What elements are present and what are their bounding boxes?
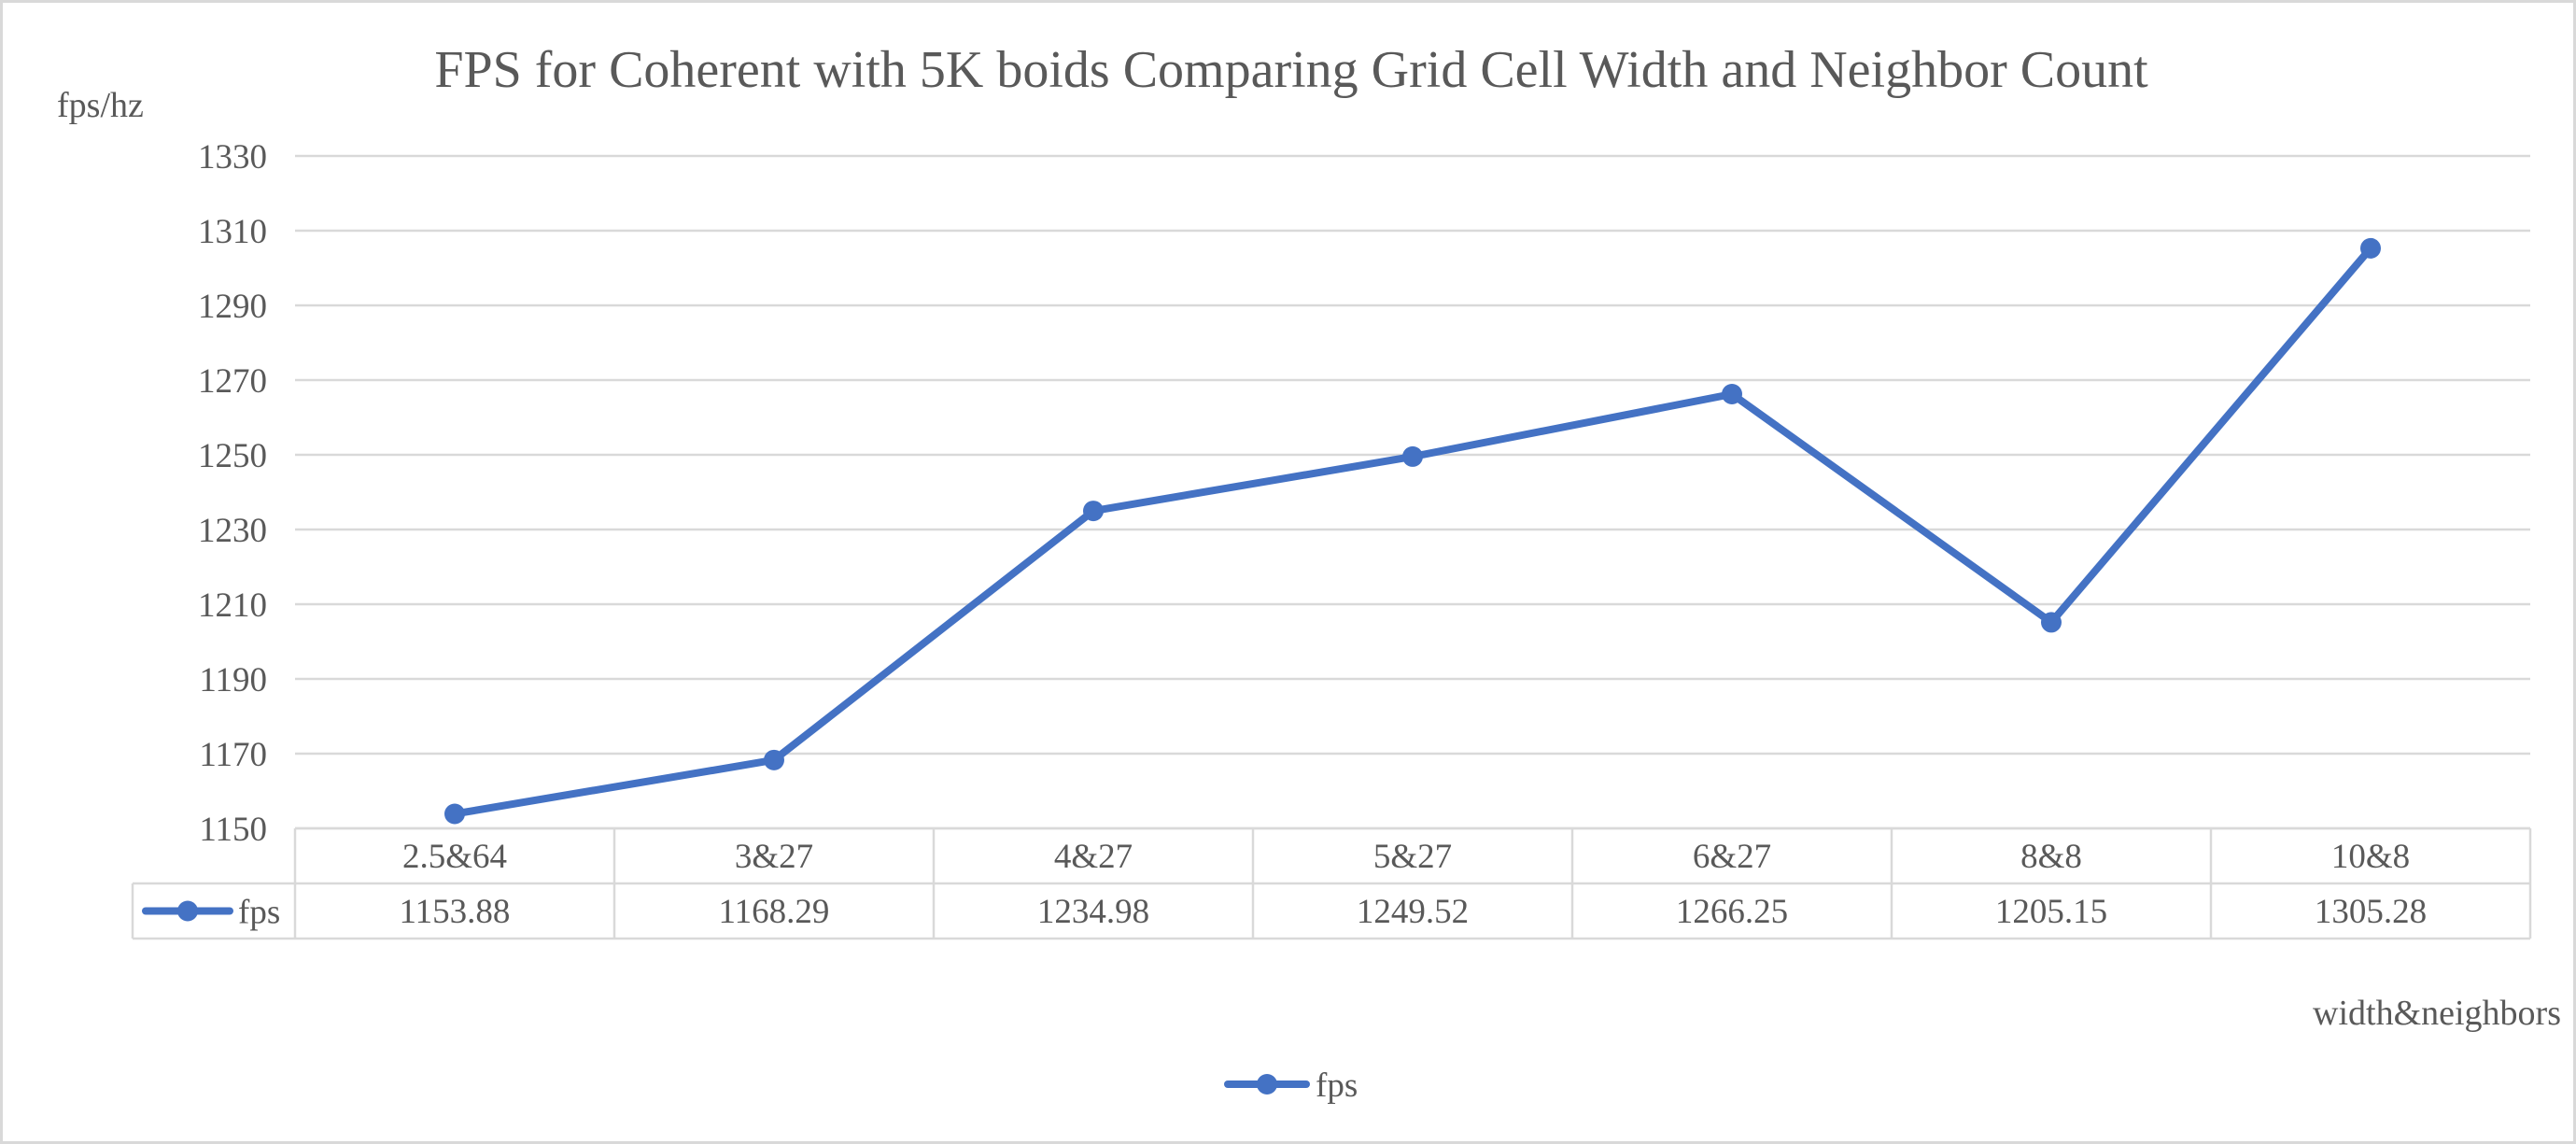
data-label: 1266.25 (1676, 893, 1788, 931)
legend-label-fps: fps (1316, 1066, 1358, 1105)
table-legend-key-marker (177, 900, 198, 922)
series-line-fps (451, 244, 2374, 818)
y-tick-label: 1210 (198, 586, 267, 625)
data-label: 1305.28 (2315, 893, 2427, 931)
y-tick-label: 1190 (199, 661, 267, 699)
chart-title: FPS for Coherent with 5K boids Comparing… (434, 41, 2148, 99)
data-point (1402, 445, 1423, 467)
y-tick-label: 1270 (198, 362, 267, 401)
y-axis-ticks: 1150 1170 1190 1210 1230 1250 1270 1290 1310 1330 (198, 138, 267, 849)
x-category-label: 2.5&64 (402, 838, 507, 876)
data-point (764, 749, 784, 770)
y-tick-label: 1290 (198, 288, 267, 326)
y-tick-label: 1230 (198, 512, 267, 550)
x-category-label: 10&8 (2331, 838, 2410, 876)
data-point (2360, 237, 2381, 259)
table-series-name: fps (238, 894, 280, 932)
data-point (2041, 612, 2062, 633)
data-point (444, 803, 465, 825)
y-tick-label: 1150 (199, 811, 267, 849)
y-axis-title: fps/hz (57, 86, 144, 125)
x-axis-title: width&neighbors (2313, 994, 2561, 1033)
y-tick-label: 1310 (198, 213, 267, 251)
legend-key-marker (1257, 1074, 1277, 1095)
data-label: 1249.52 (1357, 893, 1469, 931)
x-category-label: 3&27 (735, 838, 813, 876)
y-tick-label: 1250 (198, 437, 267, 475)
x-category-label: 8&8 (2020, 838, 2082, 876)
data-label: 1234.98 (1037, 893, 1149, 931)
gridlines (295, 154, 2530, 830)
data-point (1083, 501, 1104, 522)
data-label: 1168.29 (719, 893, 830, 931)
y-tick-label: 1170 (199, 736, 267, 774)
data-label: 1205.15 (1995, 893, 2107, 931)
data-point (1722, 384, 1742, 404)
data-label: 1153.88 (400, 893, 511, 931)
data-table: 2.5&64 1153.88 3&27 1168.29 4&27 1234.98 5&27 1… (131, 826, 2532, 940)
x-category-label: 4&27 (1054, 838, 1133, 876)
line-chart: FPS for Coherent with 5K boids Comparing… (57, 41, 2561, 1105)
y-tick-label: 1330 (198, 138, 267, 177)
x-category-label: 6&27 (1693, 838, 1771, 876)
x-category-label: 5&27 (1373, 838, 1452, 876)
series-fps (444, 237, 2381, 825)
legend: fps (1224, 1066, 1358, 1105)
